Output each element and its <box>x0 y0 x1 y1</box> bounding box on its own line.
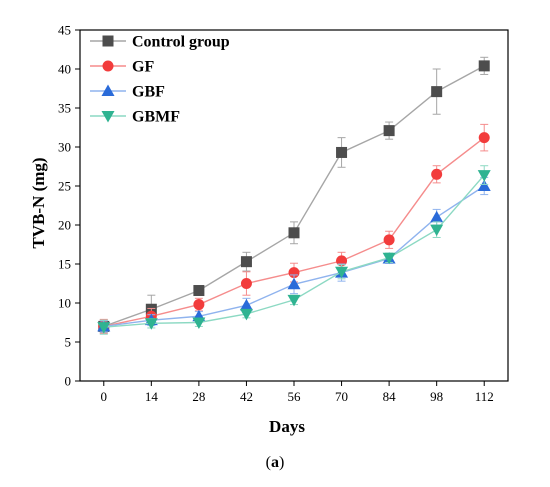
data-point <box>144 318 158 330</box>
data-point <box>335 266 349 279</box>
y-tick-label: 45 <box>58 23 71 38</box>
legend-marker <box>101 111 115 123</box>
x-tick-label: 98 <box>430 389 443 404</box>
data-point <box>240 256 252 268</box>
data-point <box>193 299 205 311</box>
plot-area: 0 14 28 42 56 70 84 98 112 0 5 10 15 20 25 30 35 40 45 Cont… <box>58 23 509 404</box>
data-point <box>431 168 443 180</box>
data-point <box>383 125 395 137</box>
legend-label: GF <box>132 59 154 76</box>
legend-label: GBF <box>132 84 165 101</box>
caption-close-paren: ) <box>279 454 285 471</box>
x-tick-label: 56 <box>288 389 302 404</box>
x-tick-label: 70 <box>335 389 348 404</box>
legend-label: GBMF <box>132 109 180 126</box>
data-point <box>477 179 491 191</box>
y-tick-label: 15 <box>58 257 71 272</box>
data-point <box>478 60 490 72</box>
y-tick-label: 10 <box>58 296 71 311</box>
y-tick-label: 30 <box>58 140 71 155</box>
data-point <box>383 234 395 246</box>
data-point <box>382 252 396 265</box>
data-point <box>288 227 300 239</box>
y-axis-title: TVB-N (mg) <box>29 157 48 248</box>
data-point <box>192 317 206 329</box>
x-tick-label: 84 <box>383 389 397 404</box>
y-tick-label: 5 <box>65 335 72 350</box>
y-tick-label: 0 <box>65 374 72 389</box>
y-tick-label: 40 <box>58 62 71 77</box>
x-tick-label: 112 <box>475 389 494 404</box>
caption-open-paren: ( <box>265 454 271 471</box>
x-tick-label: 0 <box>101 389 108 404</box>
x-axis-title: Days <box>269 417 305 436</box>
legend-marker <box>101 84 115 96</box>
data-point <box>430 210 444 223</box>
data-point <box>97 322 111 334</box>
x-tick-label: 14 <box>145 389 159 404</box>
tvbn-line-chart: 0 14 28 42 56 70 84 98 112 0 5 10 15 20 25 30 35 40 45 Cont… <box>29 23 509 436</box>
data-point <box>193 285 205 297</box>
legend: Control group GF GBF GBMF <box>90 34 230 126</box>
caption-label: a <box>271 454 279 471</box>
figure-caption: (a) <box>0 454 550 472</box>
data-point <box>478 132 490 144</box>
y-tick-label: 35 <box>58 101 71 116</box>
legend-label: Control group <box>132 34 230 51</box>
x-tick-label: 28 <box>192 389 205 404</box>
data-point <box>336 146 348 158</box>
y-tick-label: 25 <box>58 179 71 194</box>
data-point <box>239 308 253 321</box>
legend-marker <box>102 60 114 72</box>
x-tick-label: 42 <box>240 389 253 404</box>
data-point <box>287 277 301 290</box>
data-point <box>477 170 491 182</box>
data-point <box>239 298 253 311</box>
series-gbmf <box>97 165 491 335</box>
legend-marker <box>102 35 114 47</box>
y-tick-label: 20 <box>58 218 71 233</box>
data-point <box>240 278 252 289</box>
data-point <box>431 86 443 98</box>
data-point <box>287 294 301 307</box>
data-point <box>430 224 444 237</box>
